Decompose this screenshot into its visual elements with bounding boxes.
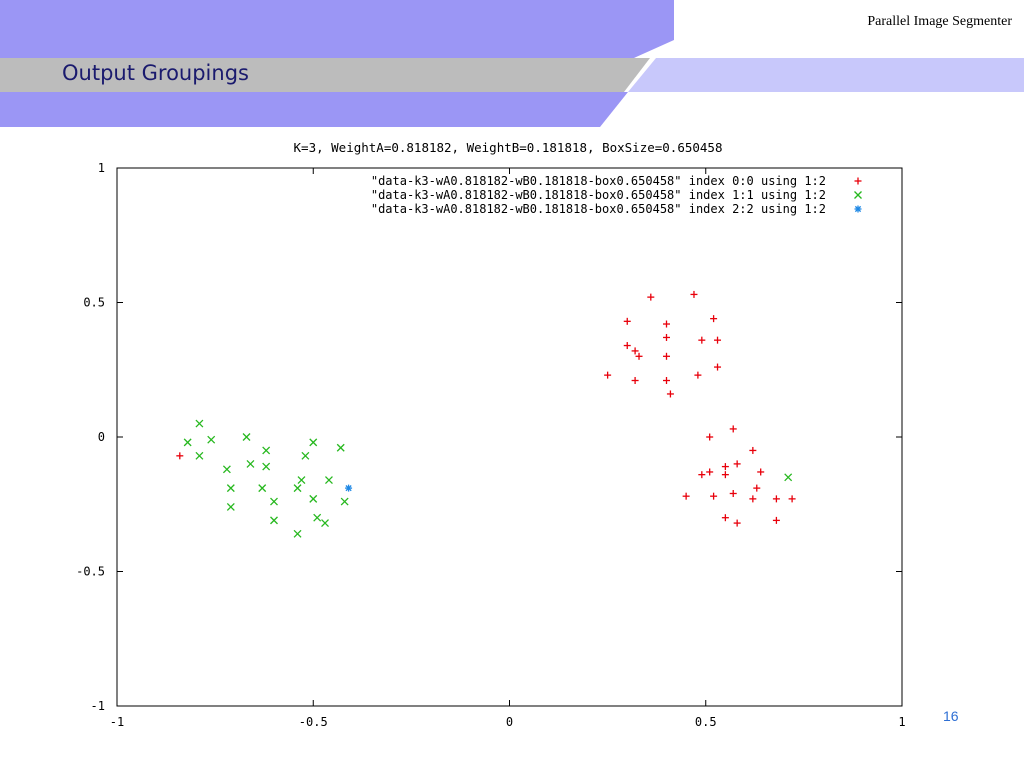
y-tick-label: 1 (98, 161, 105, 175)
data-point-cross (324, 476, 333, 484)
data-point-plus (710, 315, 718, 323)
data-point-cross (309, 438, 318, 447)
data-point-plus (729, 425, 737, 433)
data-point-plus (721, 471, 729, 479)
x-tick-label: 1 (898, 715, 905, 729)
data-point-plus (729, 489, 737, 497)
data-point-plus (666, 390, 674, 398)
data-point-cross (340, 497, 349, 506)
data-point-plus (714, 363, 722, 371)
banner-top-band (0, 0, 674, 58)
data-point-plus (710, 492, 718, 500)
data-point-plus (749, 495, 757, 503)
data-point-plus (635, 352, 643, 360)
data-point-plus (631, 377, 639, 385)
data-point-plus (663, 320, 670, 328)
data-point-cross (195, 419, 204, 428)
data-point-cross (226, 484, 235, 493)
data-point-plus (721, 463, 729, 471)
data-point-plus (698, 336, 706, 344)
y-tick-label: -1 (91, 699, 105, 713)
legend-entry-label: "data-k3-wA0.818182-wB0.181818-box0.6504… (371, 202, 826, 216)
data-point-plus (690, 290, 698, 298)
data-point-cross (293, 484, 302, 493)
y-tick-label: -0.5 (76, 565, 105, 579)
y-axis: 1 0.5 0 -0.5 -1 (76, 161, 902, 713)
data-point-cross (222, 465, 231, 474)
data-point-cross (183, 438, 192, 447)
data-point-plus (631, 347, 639, 355)
data-point-plus (706, 468, 714, 476)
data-point-plus (698, 471, 706, 479)
data-point-plus (721, 514, 729, 522)
x-axis: -1 -0.5 0 0.5 1 (110, 168, 906, 729)
data-point-plus (694, 371, 702, 379)
data-point-plus (176, 452, 184, 460)
data-point-cross (207, 435, 216, 444)
data-point-cross (262, 446, 271, 455)
legend: "data-k3-wA0.818182-wB0.181818-box0.6504… (371, 174, 862, 216)
data-point-plus (733, 519, 741, 527)
data-point-cross (262, 462, 271, 471)
data-point-cross (297, 476, 306, 484)
data-point-cross (784, 473, 793, 482)
data-point-cross (242, 433, 251, 441)
data-point-plus (757, 468, 765, 476)
slide-title: Output Groupings (62, 61, 249, 85)
legend-entry-label: "data-k3-wA0.818182-wB0.181818-box0.6504… (371, 174, 826, 188)
legend-marker-cross (854, 191, 862, 199)
data-point-plus (663, 352, 670, 360)
data-point-plus (753, 484, 761, 492)
data-point-plus (714, 336, 722, 344)
data-point-plus (772, 516, 780, 524)
data-point-star (345, 484, 353, 492)
data-point-cross (301, 451, 310, 460)
data-point-cross (246, 459, 255, 468)
data-points (176, 290, 796, 538)
x-tick-label: 0 (506, 715, 513, 729)
data-point-plus (772, 495, 780, 503)
data-point-cross (293, 529, 302, 538)
y-tick-label: 0.5 (83, 296, 105, 310)
x-tick-label: -0.5 (299, 715, 328, 729)
header-banner (0, 0, 1024, 127)
banner-bottom-band (0, 92, 628, 127)
data-point-plus (647, 293, 655, 301)
data-point-plus (682, 492, 690, 500)
data-point-plus (604, 371, 612, 379)
data-point-plus (663, 377, 670, 385)
data-point-cross (258, 484, 267, 493)
data-point-cross (270, 516, 278, 525)
x-tick-label: -1 (110, 715, 124, 729)
y-tick-label: 0 (98, 430, 105, 444)
data-point-plus (706, 433, 714, 441)
data-point-plus (749, 446, 757, 454)
data-point-plus (623, 342, 631, 350)
data-point-plus (788, 495, 796, 503)
deck-name: Parallel Image Segmenter (867, 14, 1012, 29)
plot-frame (116, 167, 903, 707)
legend-entry-label: "data-k3-wA0.818182-wB0.181818-box0.6504… (371, 188, 826, 202)
chart-title: K=3, WeightA=0.818182, WeightB=0.181818,… (294, 140, 723, 155)
x-tick-label: 0.5 (695, 715, 717, 729)
data-point-cross (309, 494, 318, 503)
legend-marker-plus (854, 177, 862, 185)
legend-marker-star (854, 205, 862, 213)
data-point-cross (270, 497, 278, 506)
page-number: 16 (943, 708, 959, 724)
data-point-cross (313, 513, 322, 522)
banner-light-band (628, 58, 1024, 92)
data-point-plus (663, 333, 670, 341)
data-point-cross (195, 451, 204, 460)
banner-gray-band (0, 58, 650, 92)
data-point-plus (623, 317, 631, 325)
data-point-cross (226, 502, 235, 511)
data-point-cross (321, 519, 329, 528)
data-point-cross (336, 443, 345, 452)
data-point-plus (733, 460, 741, 468)
